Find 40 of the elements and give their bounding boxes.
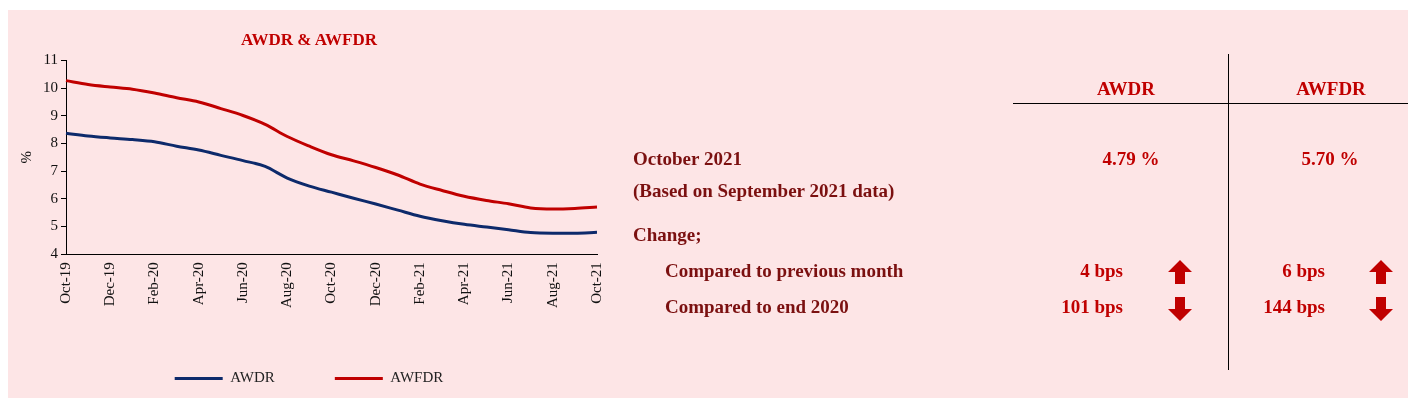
text: Compared to end 2020 bbox=[665, 296, 849, 318]
chart-title: AWDR & AWFDR bbox=[241, 29, 378, 49]
text: 4.79 % bbox=[1102, 148, 1160, 170]
text: October 2021 bbox=[633, 148, 742, 170]
text: 6 bps bbox=[1282, 260, 1325, 282]
y-tick-label: 5 bbox=[50, 217, 58, 234]
y-tick-label: 10 bbox=[43, 79, 58, 96]
legend-label: AWDR bbox=[230, 369, 275, 386]
x-tick-label: Aug-21 bbox=[543, 262, 560, 308]
x-tick-label: Oct-20 bbox=[322, 262, 339, 304]
text: (Based on September 2021 data) bbox=[633, 180, 895, 202]
text: Change; bbox=[633, 224, 702, 246]
y-tick-label: 4 bbox=[50, 245, 59, 262]
x-tick-label: Dec-20 bbox=[366, 262, 383, 307]
text: 144 bps bbox=[1263, 296, 1325, 318]
y-tick-label: 11 bbox=[43, 51, 58, 68]
text: AWDR bbox=[1096, 78, 1156, 100]
y-axis-title: % bbox=[17, 151, 34, 164]
x-tick-label: Oct-21 bbox=[587, 262, 604, 304]
x-tick-label: Feb-20 bbox=[145, 262, 162, 305]
text: AWFDR bbox=[1296, 78, 1366, 100]
x-tick-label: Apr-20 bbox=[189, 262, 206, 306]
x-tick-label: Jun-21 bbox=[499, 262, 516, 304]
x-tick-label: Oct-19 bbox=[56, 262, 73, 304]
line-series bbox=[64, 79, 599, 211]
x-tick-label: Feb-21 bbox=[410, 262, 427, 305]
x-tick-label: Aug-20 bbox=[278, 262, 295, 308]
text: 5.70 % bbox=[1301, 148, 1359, 170]
text: 4 bps bbox=[1080, 260, 1123, 282]
y-tick-label: 7 bbox=[50, 162, 59, 179]
text: Compared to previous month bbox=[665, 260, 904, 282]
text: 101 bps bbox=[1061, 296, 1123, 318]
line-series bbox=[64, 131, 599, 235]
x-tick-label: Jun-20 bbox=[233, 262, 250, 304]
y-tick-label: 6 bbox=[50, 189, 59, 206]
y-tick-label: 9 bbox=[50, 106, 58, 123]
legend-label: AWFDR bbox=[390, 369, 444, 386]
y-tick-label: 8 bbox=[50, 134, 58, 151]
x-tick-label: Apr-21 bbox=[455, 262, 472, 306]
x-tick-label: Dec-19 bbox=[101, 262, 118, 307]
